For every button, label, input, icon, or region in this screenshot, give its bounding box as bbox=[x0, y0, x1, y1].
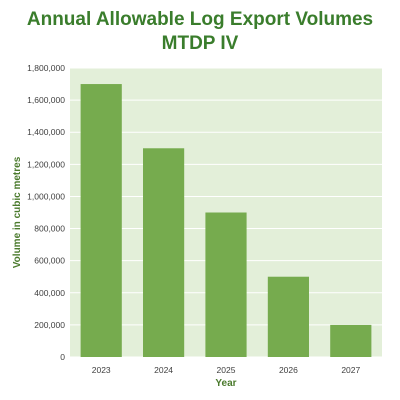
bars bbox=[80, 84, 372, 358]
x-tick-labels: 2023 2024 2025 2026 2027 bbox=[92, 365, 361, 375]
y-tick-label: 1,600,000 bbox=[27, 95, 65, 105]
y-tick-label: 1,000,000 bbox=[27, 191, 65, 201]
x-tick-label: 2026 bbox=[279, 365, 298, 375]
chart-subtitle: MTDP IV bbox=[161, 33, 239, 54]
x-tick-label: 2023 bbox=[92, 365, 111, 375]
y-tick-label: 1,400,000 bbox=[27, 127, 65, 137]
y-tick-label: 0 bbox=[60, 352, 65, 362]
x-tick-label: 2024 bbox=[154, 365, 173, 375]
bar-2023 bbox=[80, 84, 122, 358]
y-tick-label: 600,000 bbox=[34, 256, 65, 266]
x-tick-label: 2025 bbox=[217, 365, 236, 375]
bar-2027 bbox=[330, 324, 372, 357]
y-tick-label: 1,200,000 bbox=[27, 159, 65, 169]
y-tick-label: 200,000 bbox=[34, 320, 65, 330]
chart-title: Annual Allowable Log Export Volumes bbox=[26, 9, 374, 30]
bar-2026 bbox=[267, 276, 309, 357]
bar-2025 bbox=[205, 212, 247, 357]
y-axis-title: Volume in cubic metres bbox=[12, 156, 23, 268]
x-axis-title: Year bbox=[215, 378, 236, 389]
x-tick-label: 2027 bbox=[341, 365, 360, 375]
y-tick-label: 400,000 bbox=[34, 288, 65, 298]
y-tick-label: 1,800,000 bbox=[27, 63, 65, 73]
y-tick-labels: 0 200,000 400,000 600,000 800,000 1,000,000 1,… bbox=[27, 63, 65, 362]
bar-2024 bbox=[143, 148, 185, 357]
y-tick-label: 800,000 bbox=[34, 224, 65, 234]
chart-title-block: Annual Allowable Log Export Volumes MTDP… bbox=[0, 8, 400, 56]
